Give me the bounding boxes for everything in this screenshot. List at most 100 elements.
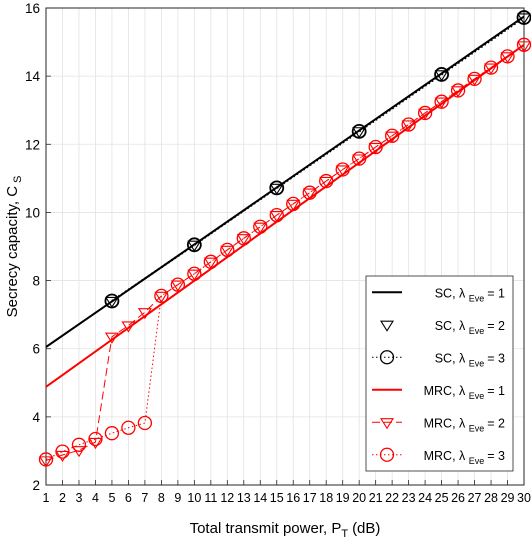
legend-marker-sc3 <box>379 350 395 365</box>
data-point-mrc2 <box>434 97 449 109</box>
data-point-mrc2 <box>286 199 301 211</box>
data-point-mrc3 <box>368 139 383 155</box>
legend-marker-sc2 <box>380 320 394 332</box>
x-tick-label: 30 <box>517 491 531 505</box>
data-point-mrc3 <box>467 71 482 87</box>
data-point-sc2 <box>104 296 119 309</box>
data-point-mrc3 <box>137 415 153 431</box>
axis-labels: Total transmit power, PT (dB) Secrecy cap… <box>4 176 380 540</box>
data-point-mrc3 <box>170 277 186 292</box>
data-point-mrc3 <box>335 162 350 177</box>
grid <box>45 7 525 486</box>
data-point-mrc2 <box>71 446 86 458</box>
legend-label-sc3: SC, λ Eve = 3 <box>435 351 505 368</box>
data-point-mrc2 <box>500 52 515 64</box>
legend: SC, λ Eve = 1 SC, λ Eve = 2 SC, λ Eve = 3 MRC,… <box>365 275 514 472</box>
legend-label-sc2: SC, λ Eve = 2 <box>435 319 505 336</box>
data-point-mrc2 <box>319 176 334 189</box>
data-point-mrc3 <box>88 431 103 447</box>
x-tick-label: 29 <box>501 491 515 505</box>
data-point-mrc3 <box>319 173 334 189</box>
x-tick-label: 20 <box>352 491 366 505</box>
data-point-mrc2 <box>55 450 70 463</box>
data-point-mrc3 <box>121 420 136 435</box>
data-point-mrc2 <box>302 188 317 200</box>
data-point-mrc3 <box>352 151 367 166</box>
x-tick-label: 5 <box>108 491 115 505</box>
x-tick-label: 10 <box>187 491 201 505</box>
x-tick-label: 19 <box>336 491 350 505</box>
legend-label-mrc3: MRC, λ Eve = 3 <box>424 449 505 466</box>
y-axis-label: Secrecy capacity, CS <box>4 176 24 318</box>
series-mrc2 <box>39 41 531 468</box>
series-mrc1 <box>45 43 525 388</box>
data-point-sc3 <box>434 67 449 82</box>
data-point-mrc2 <box>269 211 284 223</box>
x-tick-label: 13 <box>237 491 251 505</box>
series-line-sc3 <box>111 16 525 302</box>
legend-label-mrc2: MRC, λ Eve = 2 <box>424 416 505 433</box>
series-line-mrc1 <box>45 43 525 388</box>
y-tick-label: 14 <box>25 69 41 84</box>
data-point-sc3 <box>104 293 120 309</box>
data-point-mrc2 <box>137 308 152 320</box>
data-point-sc3 <box>186 237 202 253</box>
data-point-mrc3 <box>302 185 317 200</box>
legend-marker-mrc3 <box>379 447 395 462</box>
data-point-mrc3 <box>417 105 433 121</box>
x-tick-label: 21 <box>369 491 383 505</box>
plot-frame <box>45 7 525 486</box>
x-tick-label: 3 <box>75 491 82 505</box>
y-tick-label: 6 <box>32 342 40 357</box>
x-tick-label: 15 <box>270 491 284 505</box>
legend-item-sc2: SC, λ Eve = 2 <box>380 319 505 336</box>
data-point-mrc2 <box>385 131 400 143</box>
data-point-mrc3 <box>55 444 70 459</box>
x-tick-label: 22 <box>385 491 399 505</box>
legend-item-mrc3: MRC, λ Eve = 3 <box>372 447 505 466</box>
data-point-mrc2 <box>484 63 499 75</box>
y-tick-label: 4 <box>32 410 40 425</box>
data-point-mrc2 <box>451 86 466 98</box>
data-point-mrc2 <box>39 456 53 468</box>
x-tick-label: 12 <box>220 491 234 505</box>
x-tick-label: 9 <box>174 491 181 505</box>
legend-marker-mrc2 <box>380 418 394 430</box>
data-point-mrc3 <box>220 242 235 258</box>
series-line-mrc3 <box>45 44 525 460</box>
x-tick-label: 4 <box>92 491 99 505</box>
x-tick-label: 26 <box>451 491 465 505</box>
legend-label-sc1: SC, λ Eve = 1 <box>435 286 505 303</box>
data-point-mrc2 <box>418 108 433 120</box>
data-point-mrc2 <box>187 269 202 281</box>
x-axis-label: Total transmit power, PT (dB) <box>190 520 381 540</box>
x-tick-label: 6 <box>125 491 132 505</box>
legend-item-mrc2: MRC, λ Eve = 2 <box>372 416 505 433</box>
x-tick-label: 8 <box>158 491 165 505</box>
data-point-mrc3 <box>269 208 284 223</box>
x-tick-label: 7 <box>141 491 148 505</box>
data-point-mrc2 <box>253 222 268 234</box>
data-point-mrc3 <box>236 231 251 246</box>
data-point-mrc2 <box>170 280 185 292</box>
data-point-mrc3 <box>104 426 120 441</box>
data-point-mrc3 <box>38 452 54 467</box>
data-point-mrc2 <box>121 321 136 333</box>
legend-item-sc1: SC, λ Eve = 1 <box>372 286 505 303</box>
data-point-mrc2 <box>154 291 169 303</box>
data-point-mrc3 <box>401 117 416 132</box>
x-tick-label: 28 <box>484 491 498 505</box>
data-point-mrc3 <box>187 266 202 281</box>
data-point-mrc3 <box>154 288 169 304</box>
data-point-mrc2 <box>220 245 235 257</box>
data-point-mrc2 <box>368 142 383 155</box>
y-tick-label: 12 <box>25 137 40 152</box>
data-point-mrc3 <box>286 196 301 212</box>
x-tick-label: 23 <box>402 491 416 505</box>
data-point-mrc3 <box>203 254 218 269</box>
data-point-mrc3 <box>450 83 466 98</box>
data-point-mrc2 <box>467 74 482 86</box>
data-point-mrc2 <box>236 234 251 246</box>
x-tick-label: 17 <box>303 491 317 505</box>
